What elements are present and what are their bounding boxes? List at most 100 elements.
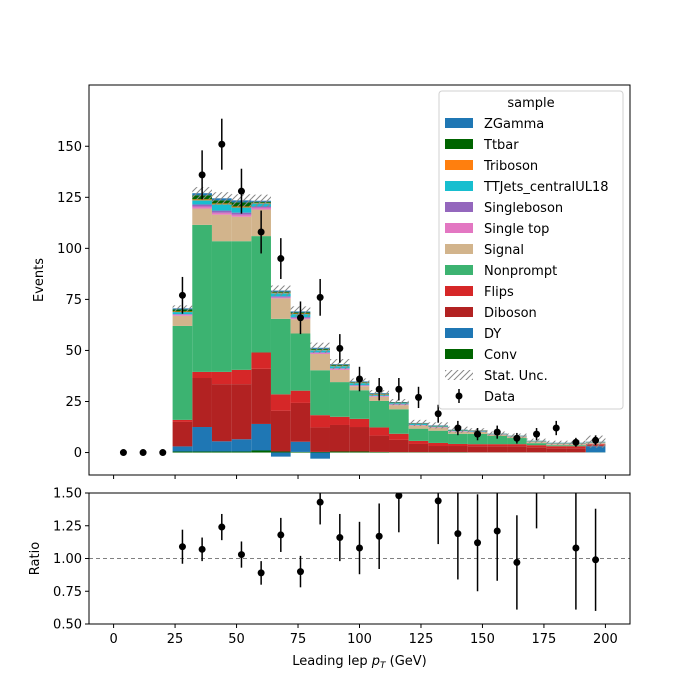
bar [526, 447, 547, 453]
data-point [375, 385, 383, 393]
bar [211, 384, 232, 442]
ratio-x-tick-label: 50 [228, 632, 245, 647]
legend-label: Nonprompt [484, 264, 557, 279]
bar [566, 446, 586, 449]
bar [310, 415, 330, 428]
legend-entry: Singleboson [445, 201, 563, 216]
ratio-x-tick-label: 175 [532, 632, 557, 647]
data-point [237, 187, 245, 195]
bar [448, 433, 468, 444]
bar [251, 423, 271, 451]
bar [389, 439, 409, 453]
ratio-point [277, 531, 285, 539]
stat-unc-band [389, 399, 409, 406]
y-tick-label: 50 [65, 344, 82, 359]
bar [428, 427, 449, 431]
legend-label: Conv [484, 348, 517, 363]
ratio-point [296, 568, 304, 576]
bar [192, 371, 212, 379]
y-tick-label: 100 [57, 242, 82, 257]
data-point [533, 430, 541, 438]
data-point [336, 344, 344, 352]
ratio-y-tick-label: 0.75 [53, 585, 82, 600]
ratio-x-tick-label: 200 [593, 632, 618, 647]
bar [251, 236, 271, 353]
series-dy [172, 423, 606, 459]
bar [428, 446, 449, 453]
main-plot: 0 25 50 75 100 125 150 Events sample ZGamma Ttbar… [32, 84, 631, 479]
ratio-point [198, 545, 206, 553]
ratio-points [89, 476, 630, 611]
legend-swatch [445, 328, 473, 338]
bar [172, 314, 193, 316]
legend-entry: TTJets_centralUL18 [445, 180, 609, 195]
ratio-plot: 0.50 0.75 1.00 1.25 1.50 0 25 50 75 100 125 150 175 2… [28, 476, 631, 671]
main-axes: 0 25 50 75 100 125 150 Events [32, 84, 631, 479]
data-point [552, 424, 560, 432]
bar [211, 214, 232, 242]
bar [389, 405, 409, 410]
legend-swatch [445, 118, 473, 128]
bar [172, 325, 193, 420]
legend-label: Singleboson [484, 201, 563, 216]
bar [408, 425, 429, 429]
bar [507, 446, 527, 453]
bar [290, 390, 311, 403]
ratio-y-tick-label: 0.50 [53, 618, 82, 633]
x-label-part: Leading lep [292, 654, 371, 669]
stat-unc-band [546, 440, 567, 445]
bar [369, 400, 390, 428]
data-point [198, 171, 206, 179]
ratio-point [493, 527, 501, 535]
bar [507, 444, 527, 447]
bar [349, 390, 370, 419]
legend-entry: Diboson [445, 306, 537, 321]
bar [290, 333, 311, 391]
stat-unc-band [329, 359, 350, 370]
bar [211, 441, 232, 452]
bar [270, 318, 291, 395]
stat-unc-band [408, 419, 429, 426]
ratio-point [356, 544, 363, 552]
bar [329, 424, 350, 452]
bar [310, 352, 330, 354]
bar [467, 446, 488, 453]
x-axis-label: Leading lep pT (GeV) [292, 654, 426, 671]
stat-unc-band [428, 422, 449, 429]
ratio-point [533, 476, 540, 483]
bar [526, 445, 547, 448]
bar [270, 451, 291, 453]
legend-label: ZGamma [484, 117, 544, 132]
data-point [139, 449, 147, 457]
x-label-p: p [371, 654, 380, 669]
bar [231, 216, 252, 242]
data-point [434, 410, 442, 418]
legend-swatch [445, 265, 473, 275]
bar [172, 314, 193, 315]
bar [192, 200, 212, 205]
bar [428, 430, 449, 443]
bar [211, 212, 232, 215]
x-label-sub: T [380, 661, 387, 671]
bar [251, 352, 271, 369]
bar [467, 444, 488, 447]
legend-entry: Nonprompt [445, 264, 557, 279]
series-conv [172, 450, 606, 453]
bar [231, 439, 252, 452]
data-point [592, 436, 600, 444]
bar [448, 443, 468, 446]
data-point [296, 314, 304, 322]
legend-label: Flips [484, 285, 514, 300]
data-point [159, 449, 167, 457]
legend-entry: Signal [445, 243, 524, 258]
stat-unc-band [310, 342, 330, 353]
bar [448, 446, 468, 453]
bar [546, 448, 567, 453]
ratio-x-tick-label: 125 [409, 632, 434, 647]
legend-swatch [445, 160, 473, 170]
ratio-x-tick-label: 100 [347, 632, 372, 647]
bar [566, 448, 586, 453]
legend-swatch-hatch [445, 370, 473, 380]
ratio-y-tick-label: 1.00 [53, 552, 82, 567]
ratio-y-axis-label: Ratio [28, 542, 43, 575]
